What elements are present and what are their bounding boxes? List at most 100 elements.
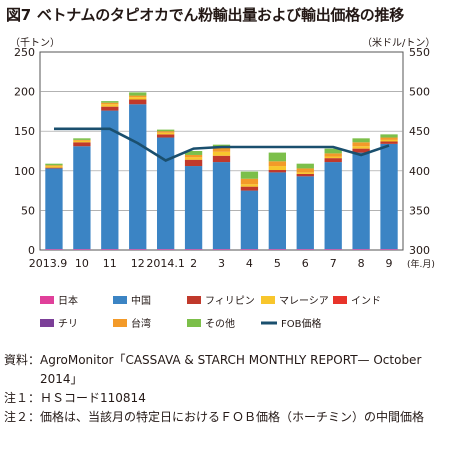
x-tick-label: 4 [246,257,253,270]
legend-swatch [261,296,275,304]
x-tick-label: 5 [274,257,281,270]
bar-segment-0 [156,249,175,250]
y-right-tick-label: 450 [409,125,430,138]
note-1: 注１： ＨＳコード110814 [4,389,444,408]
y-left-tick-label: 100 [14,165,35,178]
bar-segment-2 [184,159,203,167]
fob-price-line [54,127,390,162]
bar-segment-3 [184,157,203,160]
bar-segment-1 [324,162,342,250]
bar-segment-0 [268,249,287,250]
bar-segment-1 [268,172,287,250]
bar-segment-0 [352,249,370,250]
bar-segment-3 [352,146,370,149]
bar-segment-0 [324,249,342,250]
bar-segment-2 [156,134,175,138]
note-label: 注２： [4,410,41,424]
legend-label: その他 [205,317,235,330]
y-left-tick-label: 0 [28,244,35,257]
bar-segment-1 [101,110,119,250]
x-tick-label: 2013.9 [29,257,68,270]
legend-label: 中国 [131,294,151,307]
left-axis-unit: （千トン） [10,38,60,49]
bar-segment-2 [352,148,370,153]
bar-segment-3 [73,140,91,143]
bar-segment-0 [212,249,231,250]
bar-segment-6 [156,131,175,133]
legend-label: FOB価格 [281,317,321,330]
bar-segment-1 [45,168,63,250]
legend-label: 日本 [58,294,78,307]
legend-label: 台湾 [131,317,151,330]
bar-segment-1 [129,104,147,250]
y-right-tick-label: 300 [409,244,430,257]
y-left-tick-label: 200 [14,86,35,99]
legend-swatch [40,319,54,327]
bar-segment-0 [73,249,91,250]
y-left-tick-label: 250 [14,46,35,59]
x-tick-label: 7 [330,257,337,270]
bar-segment-2 [324,158,342,163]
note-text: 価格は、当該月の特定日におけるＦＯＢ価格（ホーチミン）の中間価格 [40,410,425,424]
bar-segment-1 [212,162,231,250]
bar-segment-6 [380,137,398,140]
bar-segment-3 [156,132,175,135]
bar-segment-0 [296,249,314,250]
y-left-tick-label: 150 [14,125,35,138]
bar-segment-0 [129,249,147,250]
bar-segment-2 [73,142,91,147]
bar-segment-2 [268,170,287,173]
bar-segment-1 [184,166,203,250]
note-label: 注１： [4,391,41,405]
y-right-tick-label: 350 [409,204,430,217]
legend-label: フィリピン [205,295,255,307]
bar-segment-6 [296,168,314,173]
bar-segment-1 [296,176,314,250]
bar-segment-3 [324,156,342,159]
legend-swatch [187,296,201,304]
bar-segment-2 [240,186,259,191]
note-text: ＨＳコード110814 [40,391,146,405]
legend-swatch [333,296,347,304]
bar-segment-6 [73,139,91,141]
legend-swatch [187,319,201,327]
bar-segment-0 [240,249,259,250]
bar-segment-2 [101,106,119,111]
bar-segment-1 [380,143,398,250]
bar-segment-7 [129,92,147,96]
title-text: ベトナムのタピオカでん粉輸出量および輸出価格の推移 [36,6,404,24]
y-right-tick-label: 550 [409,46,430,59]
note-source: 資料： AgroMonitor「CASSAVA & STARCH MONTHLY … [4,351,444,389]
bar-segment-7 [156,129,175,132]
bar-segment-1 [240,190,259,250]
legend-swatch [113,319,127,327]
bar-segment-2 [45,167,63,169]
x-tick-label: 2014.1 [146,257,185,270]
right-axis-unit: （米ドル/トン） [362,38,436,49]
bar-segment-7 [268,152,287,162]
chart-title: 図7 ベトナムのタピオカでん粉輸出量および輸出価格の推移 [6,4,404,25]
bar-segment-3 [212,151,231,156]
bar-segment-2 [212,155,231,163]
x-axis-unit: (年.月) [407,258,435,270]
bar-segment-6 [45,165,63,167]
bar-segment-6 [101,102,119,105]
legend-label: インド [351,296,381,307]
y-right-tick-label: 400 [409,165,430,178]
bar-segment-3 [101,104,119,107]
bar-segment-6 [184,154,203,158]
note-label: 資料： [4,353,41,367]
x-tick-label: 8 [358,257,365,270]
bar-segment-3 [296,172,314,174]
bar-segment-7 [324,148,342,154]
bar-segment-1 [352,152,370,250]
chart-svg: 0 50 100 150 200 250 300 350 400 450 500 550 2013.9 1… [14,46,435,330]
x-tick-label: 9 [386,257,393,270]
x-tick-label: 2 [190,257,197,270]
bar-segment-6 [324,153,342,157]
legend-swatch [113,296,127,304]
x-tick-label: 11 [103,257,117,270]
x-tick-label: 6 [302,257,309,270]
bar-segment-3 [380,139,398,142]
legend-label: マレーシア [279,296,329,307]
